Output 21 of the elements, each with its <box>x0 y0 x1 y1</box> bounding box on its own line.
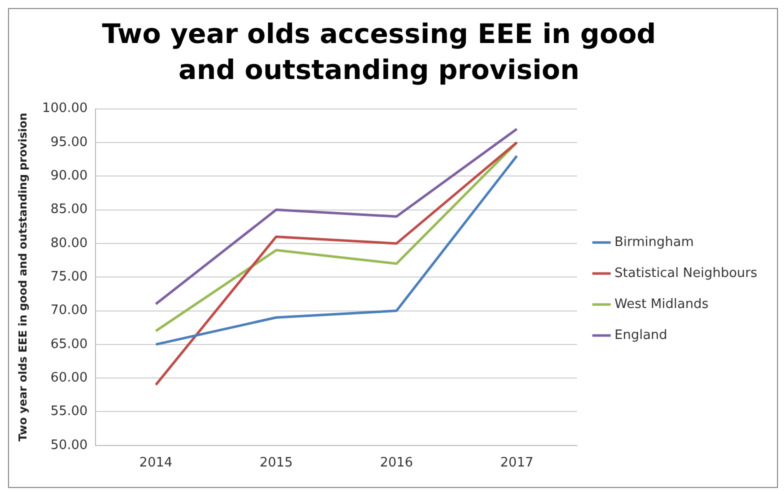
legend-label: England <box>614 328 668 343</box>
x-tick-label: 2017 <box>500 456 534 471</box>
y-tick-label: 95.00 <box>50 134 88 150</box>
x-tick-label: 2016 <box>380 456 414 471</box>
legend-label: Birmingham <box>614 234 694 250</box>
y-tick-label: 60.00 <box>50 370 88 386</box>
y-tick-label: 55.00 <box>50 404 88 420</box>
y-tick-label: 85.00 <box>50 202 88 218</box>
chart-title: Two year olds accessing EEE in good and outstanding provision <box>100 18 658 88</box>
y-tick-label: 70.00 <box>50 303 88 318</box>
x-tick-label: 2015 <box>260 456 293 471</box>
x-tick-label: 2014 <box>139 456 172 471</box>
y-tick-label: 75.00 <box>50 269 88 284</box>
y-tick-label: 90.00 <box>50 168 88 184</box>
y-axis-title: Two year olds EEE in good and outstanding provision <box>16 112 30 442</box>
y-tick-label: 100.00 <box>42 101 88 116</box>
y-tick-label: 80.00 <box>50 236 88 251</box>
y-tick-label: 65.00 <box>50 336 88 352</box>
legend-label: Statistical Neighbours <box>614 266 758 281</box>
legend-label: West Midlands <box>614 296 709 312</box>
y-tick-label: 50.00 <box>50 438 88 453</box>
